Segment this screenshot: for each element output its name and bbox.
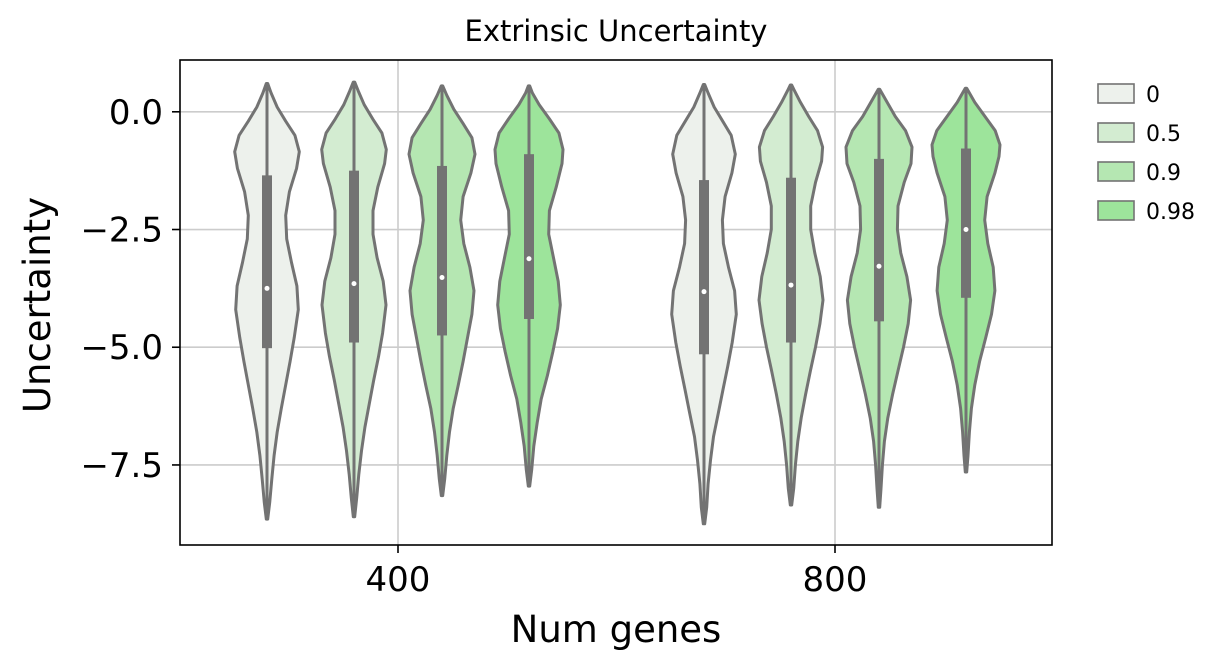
violin-median-point	[701, 289, 707, 295]
violin-iqr-box	[874, 158, 884, 322]
y-axis: 0.0 −2.5 −5.0 −7.5	[80, 93, 180, 486]
legend: 0 0.5 0.9 0.98	[1097, 83, 1195, 225]
grid-lines	[180, 60, 1052, 545]
legend-label: 0	[1146, 83, 1160, 108]
legend-swatch	[1097, 122, 1135, 143]
violin-iqr-box	[961, 148, 971, 298]
violin-iqr-box	[699, 180, 709, 355]
x-tick-label: 800	[803, 560, 868, 600]
legend-label: 0.9	[1146, 161, 1181, 186]
legend-label: 0.5	[1146, 122, 1181, 147]
violin-iqr-box	[524, 154, 534, 319]
y-tick-label: −2.5	[80, 211, 163, 251]
legend-swatch	[1097, 200, 1135, 221]
violin-iqr-box	[262, 175, 272, 349]
violin-median-point	[439, 275, 445, 281]
x-axis-label: Num genes	[511, 608, 722, 651]
legend-swatch	[1097, 83, 1135, 104]
legend-swatch	[1097, 161, 1135, 182]
violin-median-point	[526, 256, 532, 262]
violin-iqr-box	[786, 177, 796, 343]
violin-median-point	[876, 263, 882, 269]
violin-iqr-box	[437, 165, 447, 336]
legend-label: 0.98	[1146, 200, 1195, 225]
y-tick-label: −7.5	[80, 446, 163, 486]
violin-median-point	[788, 282, 794, 288]
violin-layer	[233, 80, 1002, 526]
violin-iqr-box	[349, 170, 359, 343]
violin-median-point	[351, 281, 357, 287]
chart-title: Extrinsic Uncertainty	[465, 14, 768, 48]
x-tick-label: 400	[366, 560, 431, 600]
violin-median-point	[963, 227, 969, 233]
violin-median-point	[264, 285, 270, 291]
y-tick-label: −5.0	[80, 328, 163, 368]
x-axis: 400 800	[366, 545, 868, 600]
y-tick-label: 0.0	[109, 93, 163, 133]
plot-frame	[179, 59, 1053, 546]
y-axis-label: Uncertainty	[16, 197, 59, 413]
